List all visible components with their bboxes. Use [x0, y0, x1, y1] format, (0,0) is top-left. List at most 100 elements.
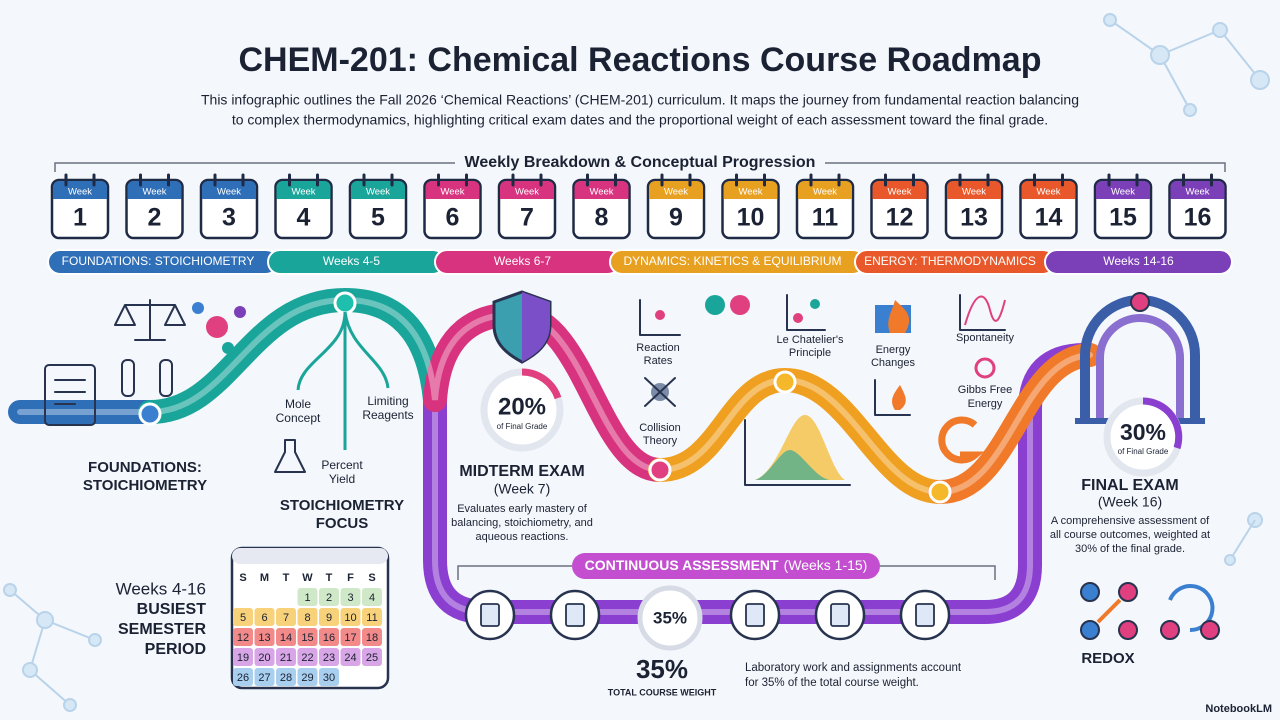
concept: Yield	[329, 472, 355, 486]
week-label: Week	[142, 187, 166, 198]
milestone-dot	[648, 458, 672, 482]
assessment-icon-glyph	[480, 603, 500, 627]
day-cell	[340, 608, 361, 626]
day-number: 29	[301, 672, 313, 684]
week-label: Week	[440, 187, 464, 198]
percent-arc	[1142, 397, 1183, 450]
road-segment	[928, 343, 1102, 504]
percent-ring	[637, 585, 703, 651]
day-number: 16	[323, 632, 335, 644]
phase-name: Weeks 6-7	[494, 254, 551, 268]
week-label: Week	[1036, 187, 1060, 198]
day-number: 17	[344, 632, 356, 644]
day-cell	[319, 668, 339, 686]
day-number: 5	[240, 612, 246, 624]
day-cell	[340, 648, 361, 666]
redox-label: REDOX	[1081, 650, 1134, 667]
week-label: Week	[813, 187, 837, 198]
period-label: SEMESTER	[118, 621, 206, 638]
phase-bar: FOUNDATIONS: STOICHIOMETRY Weeks 4-5 Weeks…	[47, 249, 1233, 275]
day-number: 14	[280, 632, 292, 644]
day-number: 4	[369, 592, 375, 604]
concept: Limiting	[367, 394, 408, 408]
branch	[296, 311, 390, 450]
day-number: 12	[237, 632, 249, 644]
week-number: 14	[1035, 204, 1063, 232]
day-number: 8	[304, 612, 310, 624]
week-number: 11	[812, 204, 839, 232]
period-weeks: Weeks 4-16	[116, 579, 206, 598]
day-cell	[233, 628, 253, 646]
week-label: Week	[962, 187, 986, 198]
day-cell	[254, 668, 275, 686]
topic: Rates	[644, 355, 673, 367]
phase-label: STOICHIOMETRY	[280, 497, 404, 514]
phase-name: FOUNDATIONS: STOICHIOMETRY	[62, 254, 255, 268]
phase-label: FOCUS	[316, 515, 369, 532]
percent: 35%	[653, 608, 687, 627]
day-number: 18	[366, 632, 378, 644]
topic: Collision	[639, 422, 681, 434]
day-cell	[362, 608, 382, 626]
weight-caption: TOTAL COURSE WEIGHT	[608, 687, 717, 697]
phase-label: STOICHIOMETRY	[83, 477, 207, 494]
phase-name: ENERGY: THERMODYNAMICS	[864, 254, 1036, 268]
topic: Energy	[876, 344, 911, 356]
topic: Energy	[968, 398, 1003, 410]
week-number: 10	[737, 204, 765, 232]
weight: 35%	[636, 654, 688, 684]
day-number: 21	[280, 652, 292, 664]
calendar-header	[232, 548, 388, 564]
percent: 30%	[1120, 419, 1166, 445]
percent-caption: of Final Grade	[1118, 447, 1169, 456]
phase-label: FOUNDATIONS:	[88, 459, 202, 476]
week-label: Week	[515, 187, 539, 198]
weight-description: for 35% of the total course weight.	[745, 677, 919, 689]
day-cell	[276, 668, 296, 686]
day-number: 11	[366, 612, 377, 624]
week-number: 16	[1184, 204, 1212, 232]
week-label: Week	[1111, 187, 1135, 198]
day-cell	[362, 588, 382, 606]
banner-weeks: (Weeks 1-15)	[784, 557, 868, 573]
exam-description: Evaluates early mastery of	[457, 503, 588, 515]
weekday: M	[260, 572, 269, 584]
weekday: F	[347, 572, 354, 584]
day-cell	[297, 588, 318, 606]
day-number: 6	[261, 612, 267, 624]
day-cell	[319, 588, 339, 606]
exam-description: aqueous reactions.	[476, 531, 569, 543]
topic: Reaction	[636, 342, 679, 354]
day-number: 7	[283, 612, 289, 624]
week-label: Week	[68, 187, 92, 198]
week-label: Week	[738, 187, 762, 198]
day-cell	[233, 648, 253, 666]
title: CHEM-201: Chemical Reactions Course Road…	[239, 41, 1042, 79]
week-label: Week	[589, 187, 613, 198]
banner-title: CONTINUOUS ASSESSMENT	[585, 557, 779, 573]
topic: Spontaneity	[956, 332, 1015, 344]
topic: Principle	[789, 347, 831, 359]
day-cell	[297, 648, 318, 666]
bracket	[457, 565, 996, 580]
percent-arc	[521, 368, 562, 400]
day-number: 2	[326, 592, 332, 604]
day-number: 3	[347, 592, 353, 604]
kinetics-icons	[639, 294, 851, 486]
topic: Theory	[643, 435, 678, 447]
percent-caption: of Final Grade	[497, 422, 548, 431]
day-cell	[362, 628, 382, 646]
day-number: 28	[280, 672, 292, 684]
week-number: 15	[1109, 204, 1137, 232]
week-number: 4	[297, 204, 311, 232]
description: This infographic outlines the Fall 2026 …	[201, 92, 1079, 108]
bracket	[54, 162, 1226, 172]
exam-week: (Week 16)	[1098, 494, 1162, 510]
section-heading: Weekly Breakdown & Conceptual Progressio…	[465, 154, 816, 171]
assessment-icon-glyph	[565, 603, 585, 627]
day-cell	[319, 648, 339, 666]
day-cell	[319, 628, 339, 646]
week-label: Week	[217, 187, 241, 198]
topic: Changes	[871, 357, 916, 369]
concept: Reagents	[362, 408, 413, 422]
